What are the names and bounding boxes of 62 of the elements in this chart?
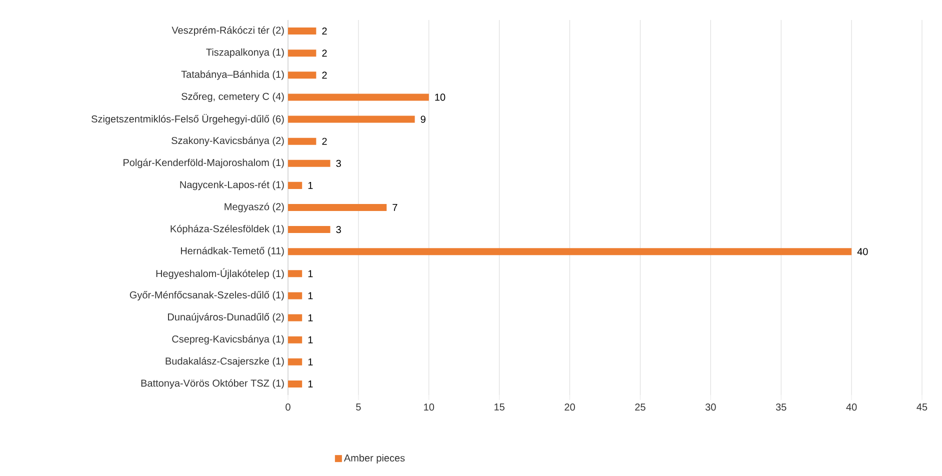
bar [288,314,302,322]
bar [288,204,387,211]
x-tick-label: 10 [424,404,434,411]
y-tick-label: Győr-Ménfőcsanak-Szeles-dűlő (1) [130,291,284,300]
x-tick-label: 15 [494,404,504,410]
bar [288,94,429,101]
bar [288,358,302,366]
bar [288,116,415,123]
x-tick-label: 45 [916,404,928,410]
data-label: 7 [392,204,398,211]
data-label: 1 [308,270,313,278]
y-tick-label: Megyaszó (2) [224,202,284,212]
data-label: 9 [420,116,426,123]
x-tick-label: 40 [846,404,857,411]
bar [288,292,302,300]
data-label: 1 [308,336,313,344]
y-tick-label: Csepreg-Kavicsbánya (1) [172,335,284,345]
bar [288,138,316,145]
y-tick-label: Budakalász-Csajerszke (1) [166,357,284,367]
bar [288,160,330,167]
bar [288,336,302,344]
y-tick-label: Veszprém-Rákóczi tér (2) [172,26,284,36]
data-label: 2 [322,28,327,35]
data-label: 1 [308,314,313,322]
y-tick-label: Kópháza-Szélesföldek (1) [170,224,284,234]
bar [288,182,302,189]
y-tick-label: Szigetszentmiklós-Felső Ürgehegyi-dűlő (6) [92,114,284,124]
data-label: 2 [322,50,327,57]
bar [288,50,316,57]
data-label: 1 [308,292,313,300]
bar [288,248,852,256]
data-label: 40 [857,248,868,256]
y-tick-label: Tatabánya–Bánhida (1) [181,70,284,80]
bar [288,226,330,234]
bar [288,72,316,79]
x-tick-label: 5 [356,404,361,410]
x-tick-label: 30 [705,404,716,411]
data-label: 10 [435,94,446,101]
data-label: 1 [308,182,313,189]
bar [288,270,302,278]
data-label: 1 [308,358,313,366]
x-tick-label: 25 [635,404,646,411]
y-tick-label: Szakony-Kavicsbánya (2) [172,136,284,146]
data-label: 3 [336,160,341,167]
bar [288,28,316,35]
x-tick-label: 35 [776,404,786,411]
y-tick-label: Battonya-Vörös Október TSZ (1) [141,379,284,389]
y-tick-label: Polgár-Kenderföld-Majoroshalom (1) [124,158,284,168]
y-tick-label: Dunaújváros-Dunadűlő (2) [168,313,284,322]
y-tick-label: Szőreg, cemetery C (4) [182,92,284,102]
data-label: 1 [308,380,313,388]
data-label: 3 [336,226,341,234]
y-tick-label: Hernádkak-Temető (11) [180,246,284,256]
x-tick-label: 0 [286,404,290,411]
bar [288,380,302,388]
data-label: 2 [322,72,327,79]
legend-label: Amber pieces [344,454,405,464]
y-tick-label: Nagycenk-Lapos-rét (1) [180,180,284,190]
y-tick-label: Hegyeshalom-Újlakótelep (1) [156,268,284,280]
data-label: 2 [322,138,327,145]
y-tick-label: Tiszapalkonya (1) [206,48,284,58]
x-tick-label: 20 [564,404,575,411]
